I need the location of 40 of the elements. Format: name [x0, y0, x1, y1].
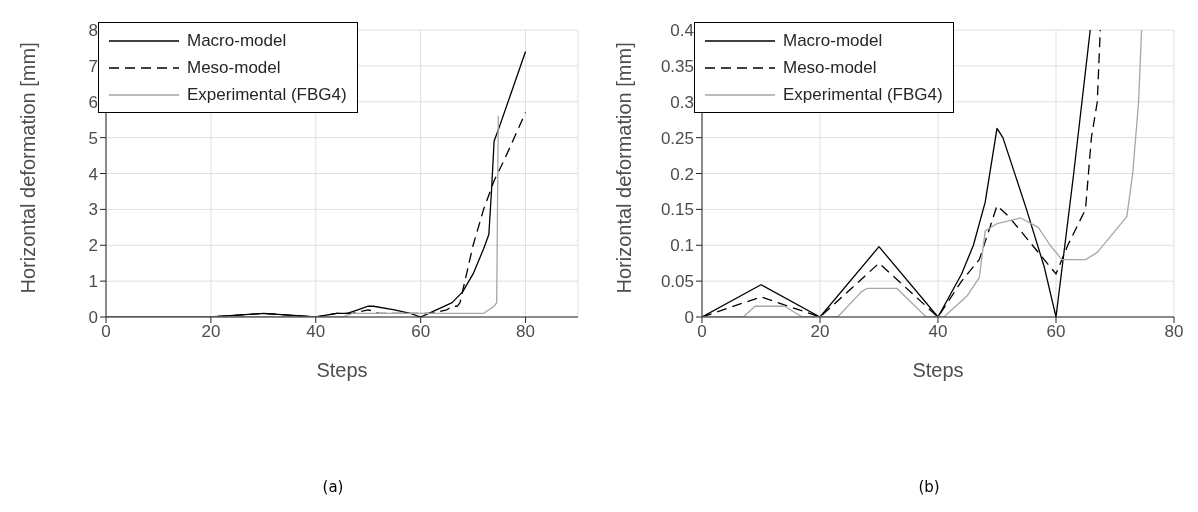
x-tick-label: 60: [411, 322, 431, 342]
y-tick-label: 0.25: [660, 128, 694, 148]
y-tick-label: 1: [88, 272, 98, 292]
x-tick-label: 80: [1164, 322, 1184, 342]
legend-label: Meso-model: [783, 57, 877, 78]
x-tick-label: 60: [1046, 322, 1066, 342]
y-tick-label: 3: [88, 200, 98, 220]
legend-label: Experimental (FBG4): [783, 84, 943, 105]
y-tick-label: 0.15: [660, 200, 694, 220]
legend-label: Experimental (FBG4): [187, 84, 347, 105]
y-tick-label: 5: [88, 128, 98, 148]
x-tick-label: 40: [306, 322, 326, 342]
y-tick-label: 0.3: [670, 92, 694, 112]
y-tick-label: 4: [88, 164, 98, 184]
x-axis-title: Steps: [912, 359, 964, 381]
y-tick-label: 7: [88, 56, 98, 76]
y-axis-title: Horizontal deformation [mm]: [17, 42, 40, 294]
x-tick-label: 20: [201, 322, 221, 342]
y-tick-label: 0.4: [670, 21, 694, 41]
y-tick-label: 0.05: [660, 272, 694, 292]
x-tick-label: 20: [810, 322, 830, 342]
y-tick-label: 6: [88, 92, 98, 112]
y-axis-title: Horizontal deformation [mm]: [613, 42, 636, 294]
y-tick-label: 0: [88, 308, 98, 328]
legend-label: Meso-model: [187, 57, 281, 78]
text: (b): [917, 478, 941, 496]
y-tick-label: 0: [684, 308, 694, 328]
x-tick-label: 0: [101, 322, 111, 342]
x-axis-title: Steps: [316, 359, 368, 381]
y-tick-label: 0.35: [660, 56, 694, 76]
text: (a): [321, 478, 345, 496]
y-tick-label: 8: [88, 21, 98, 41]
x-tick-label: 0: [697, 322, 707, 342]
legend-label: Macro-model: [187, 30, 287, 51]
legend-label: Macro-model: [783, 30, 883, 51]
x-tick-label: 40: [928, 322, 948, 342]
y-tick-label: 2: [88, 236, 98, 256]
x-tick-label: 80: [516, 322, 536, 342]
y-tick-label: 0.1: [670, 236, 694, 256]
y-tick-label: 0.2: [670, 164, 694, 184]
